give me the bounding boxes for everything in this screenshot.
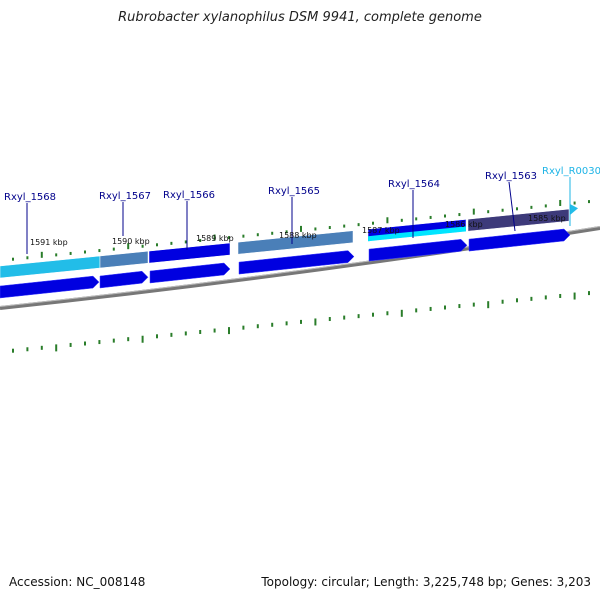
cds-arrow — [368, 239, 468, 262]
top-tick-track — [12, 199, 590, 261]
feature-bar-steel — [237, 230, 354, 255]
kbp-marker-label: 1589 kbp — [196, 234, 234, 243]
kbp-marker-label: 1591 kbp — [30, 238, 68, 247]
upper-feature-track — [0, 204, 578, 279]
bottom-tick-track — [12, 291, 590, 353]
gene-callout-line — [508, 181, 516, 232]
cds-arrow — [149, 262, 231, 284]
cds-feature-track — [0, 228, 571, 299]
kbp-marker-label: 1588 kbp — [279, 231, 317, 240]
feature-bar-steel — [99, 250, 149, 269]
accession-label: Accession: NC_008148 — [9, 575, 146, 589]
gene-label: Rxyl_1568 — [4, 192, 56, 203]
cds-arrow — [468, 228, 571, 252]
gene-label: Rxyl_1564 — [388, 179, 440, 190]
genome-title: Rubrobacter xylanophilus DSM 9941, compl… — [118, 10, 482, 25]
cds-arrow — [238, 250, 355, 275]
gene-label: Rxyl_R0030 — [542, 166, 600, 177]
cds-arrow — [0, 275, 100, 299]
gene-label: Rxyl_1567 — [99, 191, 151, 202]
gene-callouts: Rxyl_1568 Rxyl_1567 Rxyl_1566 Rxyl_1565 Rxyl… — [4, 166, 600, 254]
kbp-marker-label: 1585 kbp — [528, 214, 566, 223]
gene-label: Rxyl_1565 — [268, 186, 320, 197]
genome-summary: Topology: circular; Length: 3,225,748 bp… — [261, 575, 591, 589]
gene-label: Rxyl_1566 — [163, 190, 215, 201]
kbp-marker-label: 1590 kbp — [112, 237, 150, 246]
feature-bar-blue — [148, 242, 231, 264]
gene-label: Rxyl_1563 — [485, 171, 537, 182]
kbp-marker-label: 1586 kbp — [445, 220, 483, 229]
feature-overlay-cyan — [368, 226, 466, 242]
feature-bar-navy — [467, 208, 570, 232]
kbp-marker-label: 1587 kbp — [362, 226, 400, 235]
feature-bar-cyan — [0, 255, 101, 279]
rna-arrow — [570, 204, 578, 215]
kbp-marker-labels: 1591 kbp 1590 kbp 1589 kbp 1588 kbp 1587 kbp… — [30, 214, 566, 247]
cds-arrow — [99, 270, 149, 289]
